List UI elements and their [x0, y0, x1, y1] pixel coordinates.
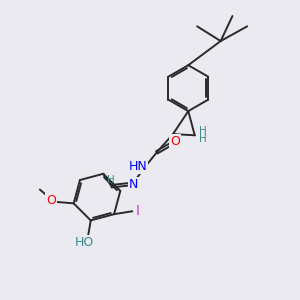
Text: H: H: [107, 175, 115, 185]
Text: H: H: [199, 126, 207, 136]
Text: O: O: [170, 135, 180, 148]
Text: HN: HN: [129, 160, 147, 173]
Text: I: I: [136, 204, 140, 218]
Text: O: O: [46, 194, 56, 207]
Text: N: N: [129, 178, 138, 191]
Text: HO: HO: [75, 236, 94, 249]
Text: H: H: [199, 134, 207, 144]
